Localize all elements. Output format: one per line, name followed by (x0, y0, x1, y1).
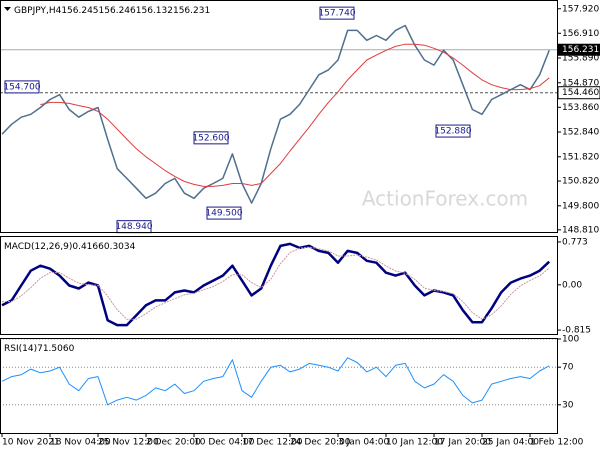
annotation-label: 149.500 (205, 209, 242, 219)
series-line (2, 246, 550, 320)
y-tick-label: 70 (562, 363, 574, 373)
header-triangle (4, 7, 11, 11)
last-price-label: 156.231 (562, 45, 599, 55)
x-tick-label: 10 Dec 04:00 (194, 438, 255, 448)
y-tick-label: 0.773 (562, 237, 588, 247)
indicator-reading: 0.4166 (72, 242, 104, 252)
panel-header: MACD(12,26,9)0.41660.3034 (4, 242, 136, 252)
y-tick-label: 156.910 (562, 29, 599, 39)
y-tick-label: 155.890 (562, 54, 599, 64)
annotation-box (193, 131, 229, 145)
series-line (1, 242, 551, 327)
ohlc-value: 156.246 (99, 6, 136, 16)
ohlc-value: 156.132 (136, 6, 173, 16)
y-tick-label: 150.820 (562, 177, 599, 187)
ohlc-value: 156.245 (61, 6, 98, 16)
x-tick-label: 1 Feb 12:00 (530, 438, 584, 448)
y-tick-label: 153.860 (562, 103, 599, 113)
panel-title: GBPJPY,H4 (14, 6, 62, 16)
annotation-label: 157.740 (318, 9, 355, 19)
annotation-label: 152.880 (434, 127, 471, 137)
panel-title: MACD(12,26,9) (4, 242, 72, 252)
annotation-box (206, 206, 242, 220)
x-tick-label: 25 Jan 04:00 (482, 438, 539, 448)
x-tick-label: 18 Nov 04:00 (50, 438, 111, 448)
x-tick-label: 24 Dec 20:00 (290, 438, 351, 448)
annotation-box (435, 124, 471, 138)
y-tick-label: 152.840 (562, 128, 599, 138)
y-tick-label: 149.800 (562, 201, 599, 211)
x-tick-label: 3 Jan 04:00 (338, 438, 390, 448)
x-tick-label: 25 Nov 12:00 (98, 438, 159, 448)
x-tick-label: 10 Nov 2021 (2, 438, 60, 448)
panel-title: RSI(14) (4, 344, 37, 354)
x-tick-label: 10 Jan 12:00 (386, 438, 443, 448)
x-tick-label: 17 Dec 12:00 (242, 438, 303, 448)
price-panel-frame (0, 0, 558, 233)
y-tick-label: 30 (562, 400, 574, 410)
ohlc-value: 156.231 (173, 6, 210, 16)
y-tick-label: 0.00 (562, 280, 582, 290)
annotation-label: 154.700 (3, 82, 40, 92)
panel-header: RSI(14)71.5060 (4, 344, 75, 354)
x-tick-label: 2 Dec 20:00 (146, 438, 201, 448)
panel-header: GBPJPY,H4156.245156.246156.132156.231 (14, 6, 210, 16)
mark-layer (1, 24, 551, 406)
y-tick-label: 100 (562, 335, 579, 345)
rsi-panel-frame (0, 338, 558, 434)
grid-layer: ActionForex.com (0, 8, 561, 437)
annotation-box (319, 6, 355, 20)
indicator-reading: 71.5060 (37, 344, 74, 354)
annotation-label: 152.600 (192, 133, 229, 143)
y-tick-label: 148.810 (562, 225, 599, 235)
label-layer: 157.920 156.910 155.890 154.870 153.860 152.8… (2, 4, 600, 448)
y-tick-label: 154.870 (562, 78, 599, 88)
series-line (40, 43, 550, 187)
y-tick-label: 151.820 (562, 152, 599, 162)
x-tick-label: 17 Jan 20:00 (434, 438, 491, 448)
y-tick-label: -0.815 (562, 326, 591, 336)
y-tick-label: 157.920 (562, 4, 599, 14)
last-price-box (558, 43, 600, 56)
indicator-reading: 0.3034 (104, 242, 136, 252)
watermark: ActionForex.com (362, 187, 528, 211)
annotation-label: 148.940 (115, 222, 152, 232)
level-label: 154.460 (562, 88, 599, 98)
macd-panel-frame (0, 236, 558, 335)
annotation-box (4, 80, 40, 94)
series-line (1, 357, 550, 406)
